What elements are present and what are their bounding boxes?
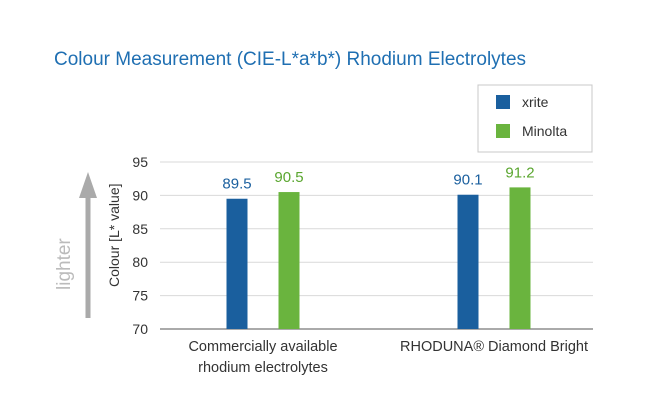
legend-swatch — [496, 124, 510, 138]
y-tick-label: 95 — [132, 154, 148, 170]
value-labels: 89.5 90.5 90.1 91.2 — [222, 164, 534, 192]
category-labels: Commercially available rhodium electrolyt… — [188, 339, 588, 376]
lighter-arrow — [79, 172, 97, 318]
bar-xrite — [226, 198, 248, 329]
data-label: 89.5 — [222, 176, 251, 193]
category-label: rhodium electrolytes — [198, 360, 328, 376]
lighter-label: lighter — [54, 238, 75, 290]
y-axis-label: Colour [L* value] — [106, 183, 122, 287]
chart-title: Colour Measurement (CIE-L*a*b*) Rhodium … — [54, 49, 526, 70]
y-axis-ticks: 70 75 80 85 90 95 — [132, 154, 148, 337]
legend-swatch — [496, 95, 510, 109]
category-label: RHODUNA® Diamond Bright — [400, 339, 588, 355]
y-tick-label: 90 — [132, 187, 148, 203]
y-tick-label: 70 — [132, 321, 148, 337]
y-tick-label: 80 — [132, 254, 148, 270]
data-label: 90.1 — [453, 172, 482, 189]
legend-label: xrite — [522, 94, 549, 110]
data-label: 90.5 — [274, 169, 303, 186]
legend-label: Minolta — [522, 123, 567, 139]
legend: xrite Minolta — [477, 84, 593, 153]
data-label: 91.2 — [505, 164, 534, 181]
y-tick-label: 85 — [132, 221, 148, 237]
category-label: Commercially available — [188, 339, 337, 355]
y-tick-label: 75 — [132, 288, 148, 304]
bar-xrite — [457, 194, 479, 329]
bars — [226, 187, 531, 329]
bar-minolta — [509, 187, 531, 329]
bar-minolta — [278, 192, 300, 329]
arrow-up-icon — [79, 172, 97, 198]
